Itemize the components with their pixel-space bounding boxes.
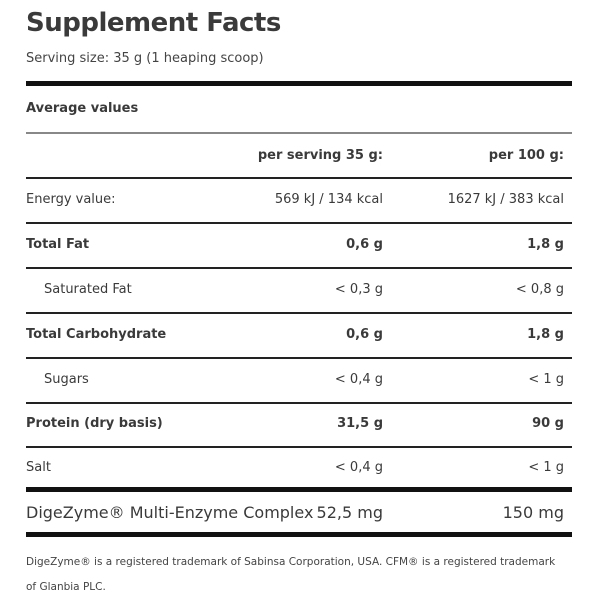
per-100g-value: < 1 g — [528, 372, 564, 387]
row-label: Salt — [26, 460, 51, 475]
per-100g-value: < 1 g — [528, 460, 564, 475]
per-100g-value: 1,8 g — [527, 327, 564, 342]
serving-size: Serving size: 35 g (1 heaping scoop) — [26, 51, 264, 66]
table-row-total-fat: Total Fat 0,6 g 1,8 g — [26, 235, 564, 255]
column-header-row: per serving 35 g: per 100 g: — [26, 146, 564, 166]
divider — [26, 267, 572, 269]
table-row-enzyme-complex: DigeZyme® Multi-Enzyme Complex 52,5 mg 1… — [26, 502, 564, 524]
per-serving-value: 0,6 g — [346, 237, 383, 252]
column-header-per-serving: per serving 35 g: — [257, 148, 383, 163]
table-row-salt: Salt < 0,4 g < 1 g — [26, 458, 564, 478]
divider-thick — [26, 532, 572, 537]
divider — [26, 312, 572, 314]
row-label: DigeZyme® Multi-Enzyme Complex — [26, 503, 314, 522]
table-row-sugars: Sugars < 0,4 g < 1 g — [26, 370, 564, 390]
page-title: Supplement Facts — [26, 8, 281, 38]
per-100g-value: 1,8 g — [527, 237, 564, 252]
divider — [26, 177, 572, 179]
per-serving-value: 569 kJ / 134 kcal — [274, 192, 383, 207]
section-label: Average values — [26, 101, 139, 116]
row-label: Total Fat — [26, 237, 90, 252]
divider — [26, 357, 572, 359]
trademark-footnote: DigeZyme® is a registered trademark of S… — [26, 556, 556, 593]
per-serving-value: < 0,4 g — [334, 372, 383, 387]
table-row-protein: Protein (dry basis) 31,5 g 90 g — [26, 414, 564, 434]
row-label: Protein (dry basis) — [26, 416, 163, 431]
row-label: Total Carbohydrate — [26, 327, 167, 342]
per-serving-value: 31,5 g — [337, 416, 383, 431]
table-row-energy: Energy value: 569 kJ / 134 kcal 1627 kJ … — [26, 190, 564, 210]
per-100g-value: 1627 kJ / 383 kcal — [447, 192, 564, 207]
divider-thick — [26, 487, 572, 492]
table-row-saturated-fat: Saturated Fat < 0,3 g < 0,8 g — [26, 280, 564, 300]
divider — [26, 132, 572, 134]
row-label: Sugars — [44, 372, 89, 387]
row-label: Saturated Fat — [44, 282, 132, 297]
table-row-total-carbohydrate: Total Carbohydrate 0,6 g 1,8 g — [26, 325, 564, 345]
divider — [26, 222, 572, 224]
per-serving-value: < 0,4 g — [334, 460, 383, 475]
per-100g-value: 150 mg — [502, 503, 564, 522]
row-label: Energy value: — [26, 192, 116, 207]
column-header-per-100g: per 100 g: — [488, 148, 564, 163]
divider — [26, 446, 572, 448]
per-serving-value: 0,6 g — [346, 327, 383, 342]
divider — [26, 402, 572, 404]
per-100g-value: < 0,8 g — [515, 282, 564, 297]
divider-thick — [26, 81, 572, 86]
per-100g-value: 90 g — [532, 416, 564, 431]
per-serving-value: 52,5 mg — [316, 503, 383, 522]
per-serving-value: < 0,3 g — [334, 282, 383, 297]
